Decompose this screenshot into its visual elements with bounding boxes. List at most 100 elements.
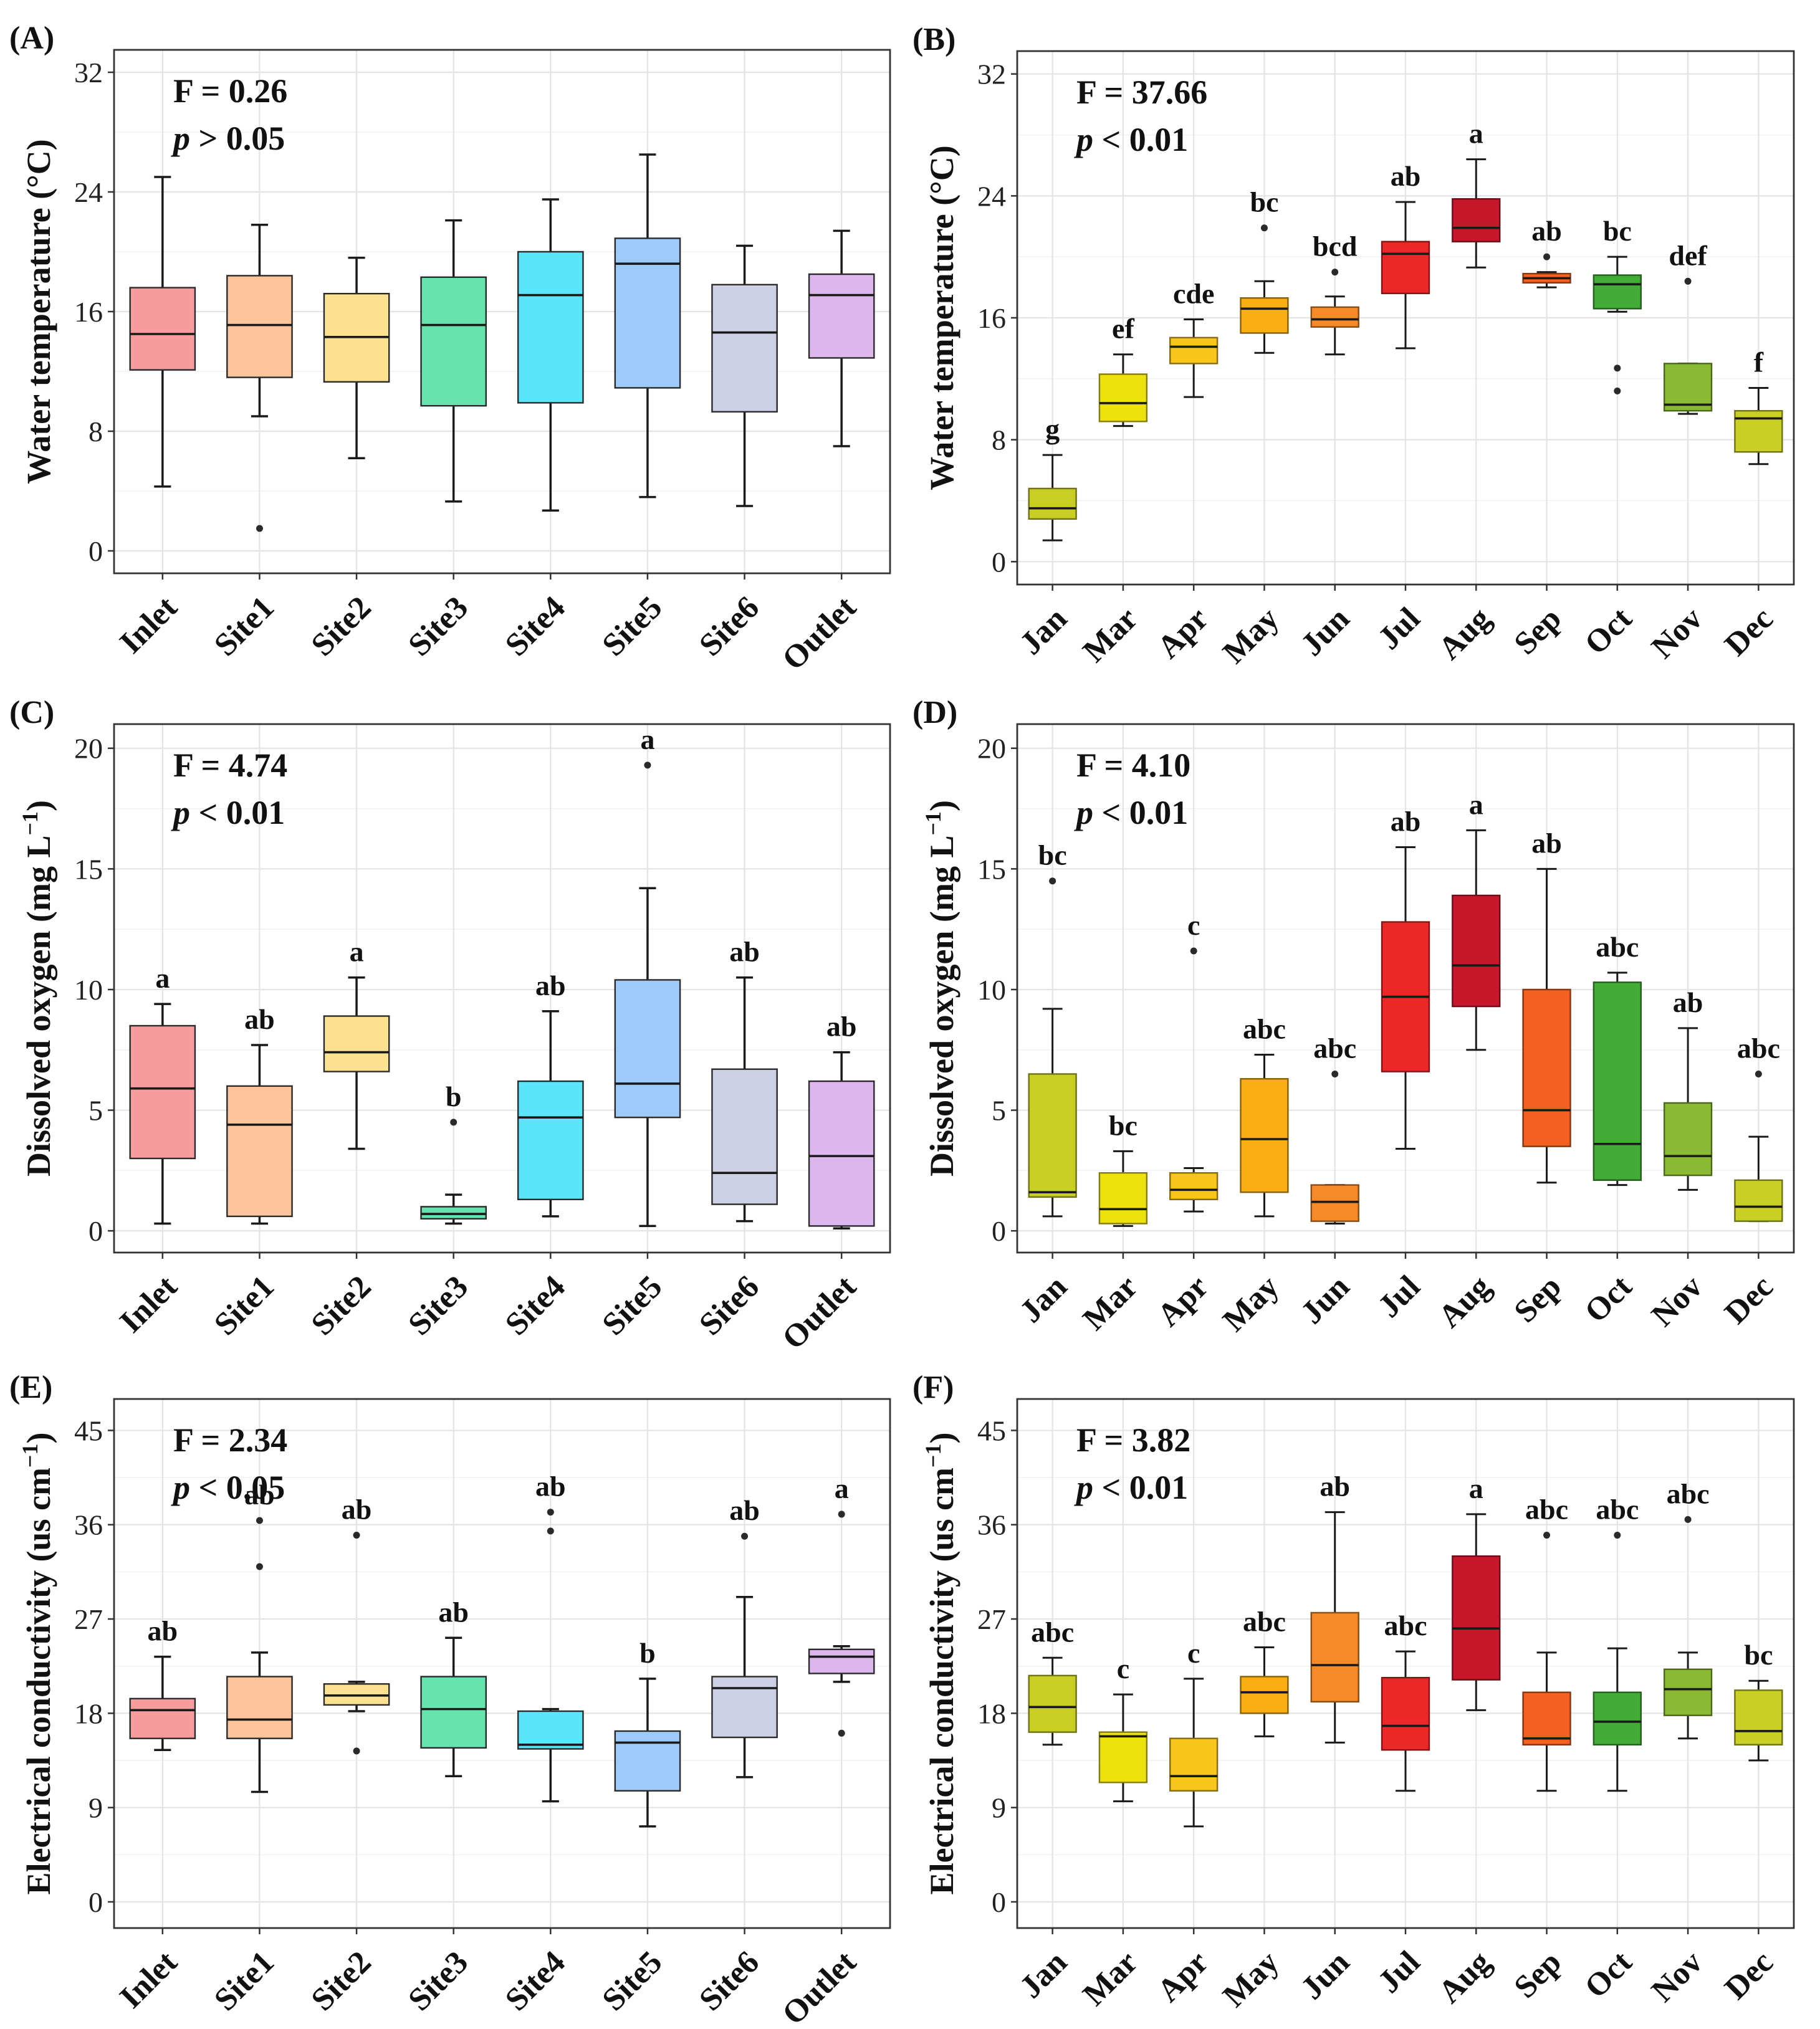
y-tick-label: 15	[74, 853, 103, 885]
stat-p-value: p < 0.01	[171, 794, 285, 831]
x-tick-label: Jun	[1295, 1269, 1357, 1331]
outlier-point	[1049, 877, 1056, 885]
x-tick-label: Site6	[692, 1944, 766, 2018]
box-jul: ab	[1381, 805, 1430, 1150]
box-mar: bc	[1098, 1109, 1148, 1227]
x-tick-label: Nov	[1645, 1269, 1710, 1334]
y-axis-title-main: Electrical conductivity (us cm	[923, 1468, 960, 1894]
stat-f-value: F = 2.34	[173, 1421, 287, 1459]
x-tick-label: Inlet	[113, 590, 184, 661]
y-axis-title-tail: )	[20, 1433, 57, 1444]
box-body	[808, 1648, 875, 1674]
x-tick-label: Site2	[305, 1269, 378, 1342]
significance-letter: ab	[826, 1011, 857, 1043]
box-body	[517, 1710, 584, 1750]
y-axis-title: Water temperature (°C)	[923, 145, 960, 490]
box-body	[1452, 894, 1501, 1008]
x-tick-label: Site6	[692, 1269, 766, 1342]
box-outlet: ab	[808, 1011, 875, 1230]
significance-letter: b	[446, 1081, 462, 1112]
box-body	[420, 276, 487, 407]
stat-f-value: F = 3.82	[1076, 1421, 1190, 1459]
x-tick-label: Site6	[692, 590, 766, 663]
significance-letter: ab	[244, 1479, 275, 1511]
outlier-point	[1190, 947, 1197, 955]
box-body	[1240, 297, 1289, 334]
box-site5: b	[614, 1637, 681, 1828]
outlier-point	[256, 525, 263, 532]
outlier-point	[1614, 1532, 1621, 1539]
significance-letter: a	[1469, 118, 1483, 150]
significance-letter: ab	[342, 1494, 372, 1525]
box-outlet: a	[808, 1473, 875, 1737]
box-site4	[517, 198, 584, 512]
panel-label: (C)	[9, 695, 54, 730]
y-axis-title-tail: )	[923, 145, 960, 156]
x-tick-label: Site2	[305, 1944, 378, 2018]
significance-letter: bc	[1250, 186, 1278, 218]
significance-letter: a	[1469, 788, 1483, 820]
outlier-point	[1331, 1070, 1339, 1077]
x-tick-label: May	[1216, 1944, 1286, 2014]
x-tick-label: Aug	[1432, 1269, 1498, 1335]
stat-p-value: p < 0.01	[1074, 1469, 1188, 1506]
significance-letter: bcd	[1313, 231, 1358, 262]
stat-p-value: p < 0.05	[171, 1469, 285, 1506]
y-axis-title: Electrical conductivity (us cm−1)	[17, 1433, 57, 1895]
box-body	[1663, 363, 1713, 412]
x-tick-label: Aug	[1432, 1944, 1498, 2010]
y-tick-label: 0	[992, 1215, 1006, 1247]
box-site3: b	[420, 1081, 487, 1225]
y-axis-title-main: Water temperature (	[20, 188, 57, 484]
box-body	[129, 287, 196, 371]
box-body	[1240, 1676, 1289, 1714]
box-body	[1098, 1172, 1148, 1225]
box-body	[420, 1206, 487, 1220]
significance-letter: ab	[729, 936, 760, 968]
box-site5: a	[614, 723, 681, 1228]
box-jan: bc	[1028, 839, 1077, 1218]
stat-p-rest: > 0.05	[190, 120, 285, 157]
y-axis-title: Water temperature (°C)	[20, 139, 57, 484]
box-body	[226, 275, 293, 378]
significance-letter: ab	[1531, 827, 1562, 859]
x-tick-label: Site5	[596, 1269, 669, 1342]
panel-label: (A)	[9, 21, 54, 56]
stat-p-symbol: p	[1074, 794, 1093, 831]
significance-letter: abc	[1243, 1605, 1286, 1637]
y-axis-title-tail: )	[923, 1433, 960, 1444]
box-body	[808, 273, 875, 359]
significance-letter: c	[1187, 1637, 1200, 1669]
y-tick-label: 36	[977, 1509, 1006, 1541]
outlier-point	[1331, 269, 1339, 276]
x-tick-label: Apr	[1151, 1944, 1215, 2009]
x-tick-label: Sep	[1508, 1269, 1569, 1330]
y-tick-label: 0	[992, 546, 1006, 578]
stat-p-symbol: p	[171, 120, 190, 157]
x-tick-label: Jun	[1295, 1944, 1357, 2007]
x-tick-label: Aug	[1432, 601, 1498, 667]
x-tick-label: Site2	[305, 590, 378, 663]
box-body	[1240, 1078, 1289, 1193]
x-tick-label: Site5	[596, 590, 669, 663]
box-body	[323, 1015, 390, 1072]
box-aug: a	[1452, 118, 1501, 269]
x-tick-label: Jun	[1295, 601, 1357, 663]
y-axis-title-tail: )	[20, 800, 57, 811]
panel-a: 0 8 16 24 32 Inlet Site1 Site2 Site3 Site4 Site5 Si…	[9, 21, 891, 677]
x-tick-label: May	[1216, 1269, 1286, 1339]
x-tick-label: Site4	[499, 590, 572, 663]
y-axis-title-unit: °C	[20, 150, 57, 188]
box-site6: ab	[711, 1494, 778, 1778]
x-tick-label: Sep	[1508, 601, 1569, 662]
box-inlet	[129, 176, 196, 488]
x-tick-label: Site4	[499, 1269, 572, 1342]
significance-letter: ab	[1320, 1471, 1350, 1502]
y-tick-label: 0	[89, 1215, 103, 1247]
significance-letter: bc	[1603, 215, 1632, 247]
x-tick-label: Dec	[1718, 1944, 1780, 2007]
y-tick-label: 18	[977, 1697, 1006, 1729]
box-body	[1593, 981, 1642, 1182]
